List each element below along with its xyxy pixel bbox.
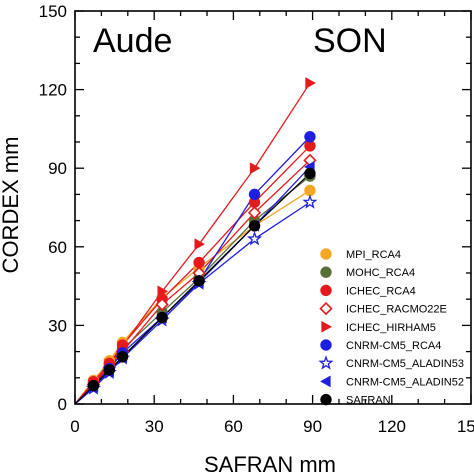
plot-frame: [74, 10, 472, 405]
legend-marker-ichec-hirham5: [321, 320, 333, 333]
data-point-safran: [87, 379, 100, 392]
legend-label-ichec-hirham5: ICHEC_HIRHAM5: [346, 322, 436, 334]
legend-marker-safran: [320, 393, 332, 406]
x-tick-label: 120: [378, 417, 406, 436]
legend-marker-mpi-rca4: [320, 248, 332, 260]
data-point-ichec-racmo22e: [155, 297, 169, 312]
legend-marker-ichec-racmo22e: [319, 301, 333, 316]
x-tick-label: 0: [70, 417, 79, 436]
y-tick-label: 0: [58, 395, 67, 414]
data-point-safran: [248, 220, 261, 232]
x-axis-title: SAFRAN mm: [204, 452, 336, 474]
x-tick-label: 150: [457, 417, 474, 436]
x-tick-label: 30: [145, 417, 164, 436]
legend-label-cnrm-cm5-aladin53: CNRM-CM5_ALADIN53: [346, 358, 464, 370]
series-markers: [85, 77, 318, 395]
legend-marker-ichec-rca4: [320, 284, 332, 297]
legend-marker-mohc-rca4: [320, 266, 332, 278]
legend-label-ichec-racmo22e: ICHEC_RACMO22E: [346, 304, 447, 316]
legend-label-mpi-rca4: MPI_RCA4: [346, 249, 401, 261]
legend-label-ichec-rca4: ICHEC_RCA4: [346, 285, 416, 297]
data-point-ichec-racmo22e: [247, 206, 262, 220]
data-point-cnrm-cm5-rca4: [248, 188, 261, 201]
data-point-safran: [116, 351, 129, 363]
data-point-safran: [103, 364, 116, 376]
y-tick-label: 120: [39, 81, 67, 100]
panel-label-left: Aude: [93, 22, 172, 60]
axis-ticks: [74, 10, 472, 405]
legend-marker-cnrm-cm5-aladin52: [319, 375, 331, 388]
data-point-safran: [156, 311, 168, 324]
y-tick-label: 60: [48, 238, 67, 257]
data-point-ichec-hirham5: [249, 162, 261, 175]
data-point-safran: [193, 275, 205, 287]
legend-label-cnrm-cm5-aladin52: CNRM-CM5_ALADIN52: [346, 376, 464, 388]
x-tick-label: 60: [224, 417, 243, 436]
legend-marker-cnrm-cm5-aladin53: [318, 355, 334, 370]
data-point-ichec-hirham5: [157, 285, 169, 298]
legend-label-safran: SAFRAN: [346, 395, 391, 407]
y-axis-title: CORDEX mm: [0, 137, 23, 274]
legend-label-cnrm-cm5-rca4: CNRM-CM5_RCA4: [346, 340, 441, 352]
data-point-ichec-hirham5: [305, 77, 316, 89]
y-tick-label: 90: [48, 159, 67, 178]
data-point-cnrm-cm5-rca4: [304, 131, 316, 143]
legend-label-mohc-rca4: MOHC_RCA4: [346, 267, 415, 279]
data-point-cnrm-cm5-aladin53: [246, 230, 263, 246]
x-tick-label: 90: [303, 417, 322, 436]
legend-marker-cnrm-cm5-rca4: [320, 339, 332, 351]
data-point-cnrm-cm5-aladin53: [302, 194, 318, 209]
legend: MPI_RCA4 MOHC_RCA4 ICHEC_RCA4 ICHEC_RACMO22…: [318, 248, 464, 407]
axis-tick-labels: 0 30 60 90 120 150 0 30 60 90 120 150: [39, 2, 474, 436]
panel-label-right: SON: [313, 22, 387, 60]
data-point-safran: [304, 167, 316, 180]
y-tick-label: 150: [39, 2, 67, 21]
y-tick-label: 30: [48, 316, 67, 335]
data-point-ichec-hirham5: [194, 238, 206, 251]
